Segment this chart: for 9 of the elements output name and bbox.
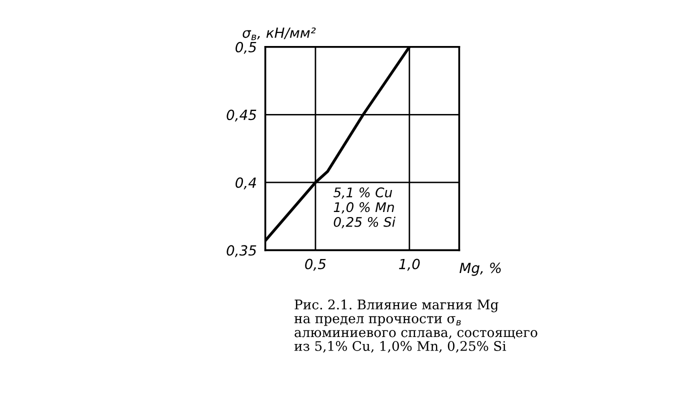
y-tick-label: 0,5 xyxy=(236,42,256,54)
y-tick-label: 0,4 xyxy=(236,177,256,190)
y-tick-label: 0,35 xyxy=(226,245,256,258)
text: Рис. 2.1. Влияние магния Mg на предел прочности σ$_{в}$ алюминиевого сплава, состоящего из 5,1% Cu, 1,0% Mn, 0,25% Si xyxy=(294,299,538,353)
y-axis-title: σ$_{в}$, кН/мм² xyxy=(242,27,316,40)
y-tick-label: 0,45 xyxy=(226,110,256,122)
x-axis-title: Mg, % xyxy=(460,262,501,276)
annotation: 5,1 % Cu 1,0 % Mn 0,25 % Si xyxy=(333,187,396,228)
x-tick-label: 1,0 xyxy=(399,258,420,271)
